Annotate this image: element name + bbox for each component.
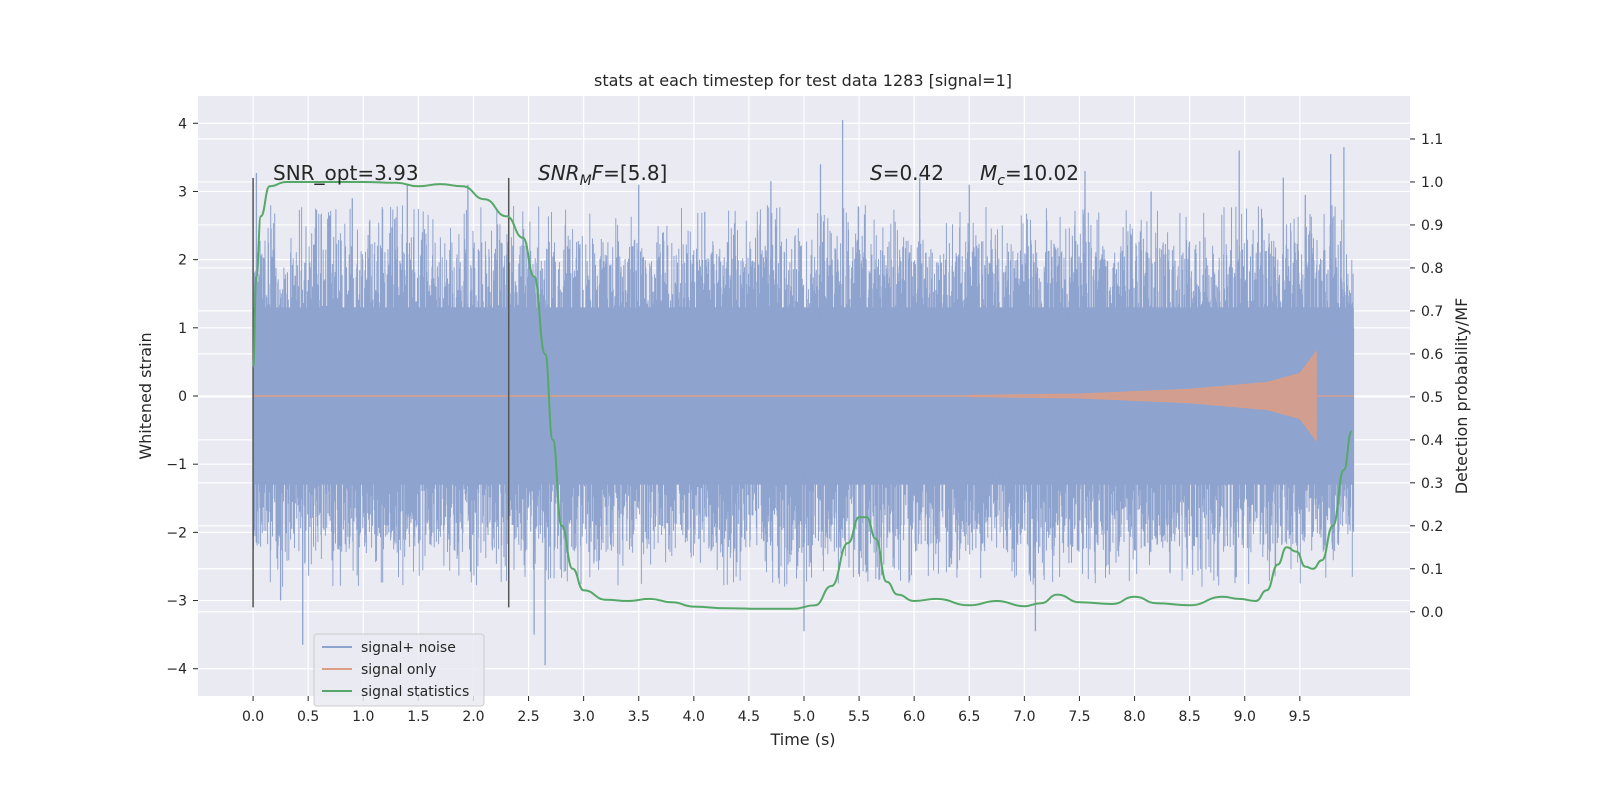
signal-only-chirp (968, 350, 1317, 442)
signal-statistics-line (252, 181, 1353, 610)
x-tick-label: 6.0 (903, 709, 925, 725)
y-right-tick-label: 0.1 (1421, 562, 1443, 578)
x-tick-label: 4.0 (683, 709, 705, 725)
x-tick-label: 2.0 (462, 709, 484, 725)
y-right-tick-label: 1.1 (1421, 132, 1443, 148)
x-tick-label: 5.0 (793, 709, 815, 725)
y-right-tick-label: 0.4 (1421, 433, 1443, 449)
y-right-axis-ticks: 0.0 0.1 0.2 0.3 0.4 0.5 0.6 0.7 0.8 0.9 1.0 1.1 (1410, 132, 1443, 621)
y-right-tick-label: 0.0 (1421, 605, 1443, 621)
y-left-tick-label: 0 (178, 389, 187, 405)
legend-label-signal-only: signal only (361, 662, 436, 678)
signal-statistics-series (252, 181, 1353, 610)
x-tick-label: 6.5 (958, 709, 980, 725)
snr-opt-annotation: SNR_opt=3.93 (273, 161, 419, 185)
x-tick-label: 7.5 (1068, 709, 1090, 725)
y-right-axis-label: Detection probability/MF (1452, 298, 1471, 495)
chart-title: stats at each timestep for test data 128… (594, 71, 1012, 90)
x-tick-label: 8.0 (1123, 709, 1145, 725)
snr-mf-f: F (592, 161, 604, 185)
s-value: =0.42 (883, 161, 944, 185)
y-left-axis-label: Whitened strain (136, 332, 155, 459)
mc-annotation: Mc=10.02 (980, 161, 1079, 189)
snr-mf-value: =[5.8] (603, 161, 667, 185)
mc-subscript: c (997, 173, 1005, 189)
x-tick-label: 4.5 (738, 709, 760, 725)
y-left-tick-label: −3 (166, 594, 187, 610)
signal-only-series (253, 350, 1354, 442)
mc-symbol: M (980, 161, 997, 185)
snr-mf-annotation: SNRMF=[5.8] (538, 161, 667, 189)
x-tick-label: 1.5 (407, 709, 429, 725)
x-axis-ticks: 0.0 0.5 1.0 1.5 2.0 2.5 3.0 3.5 4.0 4.5 5.0 5.5 6.0 6… (242, 696, 1311, 725)
snr-mf-subscript: M (580, 173, 592, 189)
x-tick-label: 3.0 (573, 709, 595, 725)
y-left-tick-label: 3 (178, 184, 187, 200)
x-tick-label: 9.5 (1289, 709, 1311, 725)
x-tick-label: 1.0 (352, 709, 374, 725)
y-right-tick-label: 0.8 (1421, 261, 1443, 277)
x-tick-label: 0.0 (242, 709, 264, 725)
x-tick-label: 3.5 (628, 709, 650, 725)
legend: signal+ noise signal only signal statist… (313, 633, 485, 707)
s-annotation: S=0.42 (870, 161, 944, 185)
x-tick-label: 7.0 (1013, 709, 1035, 725)
y-left-tick-label: 2 (178, 253, 187, 269)
y-left-tick-label: −4 (166, 662, 187, 678)
x-tick-label: 9.0 (1234, 709, 1256, 725)
y-right-tick-label: 0.5 (1421, 390, 1443, 406)
legend-label-signal-statistics: signal statistics (361, 684, 469, 700)
snr-mf-symbol: SNR (538, 161, 580, 185)
vertical-markers (252, 177, 510, 608)
legend-box (313, 633, 485, 707)
x-tick-label: 5.5 (848, 709, 870, 725)
y-right-tick-label: 0.6 (1421, 347, 1443, 363)
y-left-axis-ticks: −4 −3 −2 −1 0 1 2 3 4 (166, 116, 198, 678)
y-left-tick-label: −2 (166, 525, 187, 541)
y-left-tick-label: 4 (178, 116, 187, 132)
s-symbol: S (870, 161, 883, 185)
y-left-tick-label: 1 (178, 321, 187, 337)
y-right-tick-label: 0.9 (1421, 218, 1443, 234)
y-right-tick-label: 0.2 (1421, 519, 1443, 535)
y-right-tick-label: 0.7 (1421, 304, 1443, 320)
y-right-tick-label: 1.0 (1421, 175, 1443, 191)
y-left-tick-label: −1 (166, 457, 187, 473)
legend-label-signal-noise: signal+ noise (361, 640, 456, 656)
x-tick-label: 0.5 (297, 709, 319, 725)
y-right-tick-label: 0.3 (1421, 476, 1443, 492)
x-tick-label: 2.5 (517, 709, 539, 725)
x-axis-label: Time (s) (769, 730, 835, 749)
mc-value: =10.02 (1005, 161, 1079, 185)
x-tick-label: 8.5 (1179, 709, 1201, 725)
